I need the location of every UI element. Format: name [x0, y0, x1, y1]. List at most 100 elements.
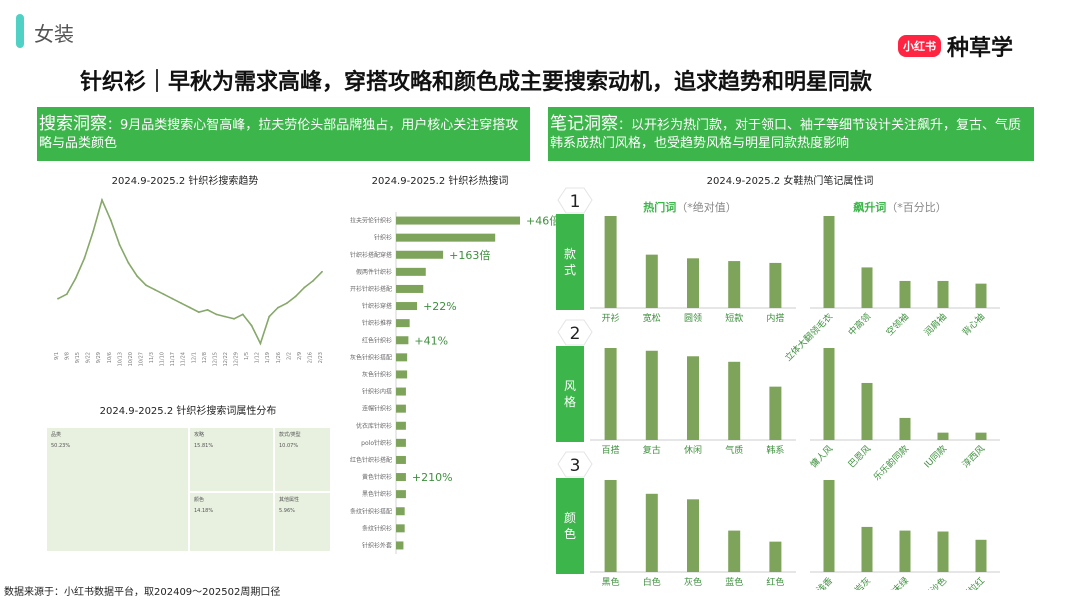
attr-bar — [645, 254, 658, 308]
trend-x-tick: 10/27 — [138, 352, 144, 366]
data-source: 数据来源于：小红书数据平台，取202409～202502周期口径 — [4, 587, 281, 598]
trend-x-tick: 9/1 — [54, 352, 60, 360]
section-marker — [16, 14, 24, 48]
row-number: 1 — [570, 192, 581, 212]
row-label-bar — [556, 214, 584, 310]
row-label-bar — [556, 346, 584, 442]
row-label-char: 风 — [564, 379, 576, 393]
trend-point — [136, 275, 139, 278]
attr-bar — [604, 348, 617, 440]
brand-logo: 小红书 种草学 — [898, 30, 1013, 62]
attr-bar — [899, 280, 911, 308]
treemap-cell-value: 14.18% — [194, 508, 214, 514]
treemap-cell: 攻略 15.81% — [190, 428, 273, 491]
hot-category-label: 灰色针织衫搭配 — [350, 353, 392, 361]
trend-x-tick: 11/10 — [160, 352, 166, 366]
attr-category-label: 百搭 — [602, 444, 620, 456]
trend-point — [101, 199, 103, 201]
search-insight-text: ：9月品类搜索心智高峰，拉夫劳伦头部品牌独占，用户核心关注穿搭攻略与品类颜色 — [39, 118, 519, 151]
hot-search-title: 2024.9-2025.2 针织衫热搜词 — [371, 176, 509, 187]
page-title: 针织衫｜早秋为需求高峰，穿搭攻略和颜色成主要搜索动机，追求趋势和明星同款 — [80, 70, 873, 95]
trend-x-tick: 11/3 — [149, 352, 155, 363]
trend-point — [171, 297, 174, 300]
row-label-char: 款 — [564, 247, 576, 261]
attr-category-label: 慵人风 — [808, 443, 836, 471]
attr-category-label: 韩系 — [766, 444, 784, 456]
hot-category-label: 黄色针织衫 — [362, 473, 392, 481]
attr-category-label: 安斯拉红 — [953, 575, 987, 590]
trend-x-tick: 2/9 — [297, 352, 303, 360]
attr-bar — [687, 258, 699, 308]
col-title-hot: 热门词（*绝对值） — [620, 199, 760, 215]
hot-annotation: +163倍 — [449, 248, 490, 262]
note-insight-box: 笔记洞察：以开衫为热门款，对于领口、袖子等细节设计关注飙升，复古、气质韩系成热门… — [548, 107, 1034, 161]
trend-point — [312, 279, 315, 282]
attr-bar — [899, 417, 911, 440]
trend-x-tick: 12/22 — [223, 352, 229, 366]
attr-category-label: 巴恩风 — [846, 443, 873, 470]
attr-category-label: 浅香 — [814, 575, 835, 590]
trend-chart-title: 2024.9-2025.2 针织衫搜索趋势 — [111, 176, 259, 187]
row-number-badge — [557, 451, 593, 478]
hot-category-label: 连帽针织衫 — [362, 405, 392, 413]
trend-x-tick: 10/13 — [117, 352, 123, 366]
attr-bar — [687, 499, 699, 572]
trend-point — [65, 293, 68, 296]
hot-bar — [396, 353, 408, 362]
trend-point — [162, 293, 165, 296]
trend-point — [268, 315, 271, 318]
attr-category-label: 润肩袖 — [922, 311, 950, 339]
trend-x-tick: 9/29 — [96, 352, 102, 363]
attr-category-label: 休闲 — [684, 444, 702, 456]
hot-category-label: 条纹针织衫搭配 — [350, 507, 392, 515]
attr-bar — [861, 382, 873, 440]
attr-bar — [769, 262, 782, 308]
trend-point — [145, 284, 147, 287]
treemap-cell-value: 15.81% — [194, 443, 214, 449]
trend-point — [83, 257, 86, 260]
hot-category-label: 针织衫推荐 — [362, 319, 392, 327]
attr-category-label: 短款 — [725, 312, 743, 324]
trend-point — [215, 313, 218, 316]
attr-category-label: IU同款 — [921, 443, 949, 471]
attr-category-label: 乐乐韵同款 — [871, 443, 911, 483]
attr-bar — [645, 350, 658, 440]
attr-category-label: 圆领 — [684, 312, 702, 324]
row-number: 2 — [570, 324, 581, 344]
hot-bar — [396, 216, 520, 225]
treemap-cell: 颜色 14.18% — [190, 493, 273, 551]
trend-point — [241, 313, 244, 316]
attr-bar — [937, 280, 949, 308]
trend-x-tick: 12/15 — [212, 352, 218, 366]
note-attr-title: 2024.9-2025.2 女鞋热门笔记属性词 — [706, 176, 874, 187]
attr-category-label: 红豆沙色 — [915, 575, 949, 590]
attr-bar — [861, 267, 873, 308]
treemap-title: 2024.9-2025.2 针织衫搜索词属性分布 — [99, 406, 277, 417]
attr-category-label: 复古 — [643, 444, 661, 456]
hot-category-label: 假两件针织衫 — [356, 268, 392, 276]
trend-point — [224, 315, 227, 318]
attr-bar — [899, 530, 911, 572]
attr-category-label: 内搭 — [766, 312, 784, 324]
hot-bar — [396, 438, 406, 447]
attr-category-label: 淳西风 — [960, 443, 988, 471]
trend-point — [57, 297, 59, 300]
attr-bar — [823, 480, 835, 572]
col-title-rising-note: （*百分比） — [886, 201, 947, 214]
treemap-cell-label: 品类 — [51, 432, 62, 438]
hot-bar — [396, 336, 409, 345]
attr-category-label: 空领袖 — [884, 311, 912, 339]
hot-category-label: 针织衫搭配穿搭 — [350, 251, 392, 259]
row-label-char: 式 — [564, 263, 576, 277]
trend-point — [294, 295, 297, 298]
trend-x-tick: 9/15 — [75, 352, 81, 363]
hot-category-label: 针织衫外套 — [362, 541, 392, 549]
attr-category-label: 宽松 — [643, 312, 661, 324]
trend-point — [92, 230, 95, 233]
row-number-badge — [557, 319, 593, 346]
logo-text: 种草学 — [947, 36, 1014, 61]
attr-category-label: 浅芥末绿 — [877, 575, 911, 590]
col-title-rising: 飙升词（*百分比） — [830, 199, 970, 215]
trend-point — [321, 270, 323, 273]
note-insight-text: ：以开衫为热门款，对于领口、袖子等细节设计关注飙升，复古、气质韩系成热门风格，也… — [550, 118, 1022, 151]
